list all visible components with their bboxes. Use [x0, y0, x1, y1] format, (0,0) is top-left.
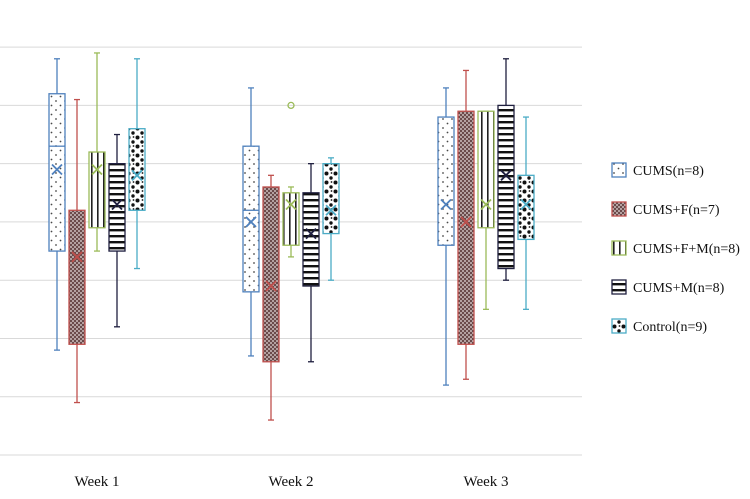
box-body — [128, 128, 146, 211]
legend-swatch — [611, 240, 627, 256]
mean-marker — [265, 280, 277, 292]
legend-swatch — [611, 279, 627, 295]
outlier-point — [287, 101, 295, 110]
box-dense-dots-dark-1 — [262, 174, 280, 421]
box-horizontal-lines-1 — [302, 163, 320, 363]
box-dots-sparse-1 — [242, 87, 260, 357]
mean-marker — [480, 198, 492, 211]
mean-marker — [500, 169, 512, 181]
mean-marker — [91, 163, 103, 176]
legend-label: CUMS+M(n=8) — [633, 281, 725, 296]
box-body — [242, 145, 260, 293]
box-body — [48, 93, 66, 252]
mean-marker — [131, 169, 143, 181]
box-body — [437, 116, 455, 246]
box-vertical-lines-2 — [477, 110, 495, 310]
box-body — [477, 110, 495, 229]
x-tick-label: Week 2 — [268, 474, 313, 490]
box-horizontal-lines-2 — [497, 58, 515, 281]
mean-marker — [71, 251, 83, 263]
legend-swatch — [611, 318, 627, 334]
legend-item: CUMS+F(n=7) — [611, 201, 720, 218]
x-tick-label: Week 3 — [463, 474, 508, 490]
legend-item: CUMS+M(n=8) — [611, 279, 725, 296]
mean-marker — [460, 216, 472, 228]
legend-label: Control(n=9) — [633, 320, 707, 335]
box-vertical-lines-1 — [282, 101, 300, 258]
mean-marker — [245, 216, 257, 228]
box-body — [68, 209, 86, 345]
mean-marker — [520, 198, 532, 211]
mean-marker — [285, 198, 297, 211]
mean-marker — [305, 227, 317, 240]
box-vertical-lines-0 — [88, 52, 106, 252]
legend-swatch — [611, 201, 627, 217]
box-blob-dots-1 — [322, 157, 340, 281]
box-body — [282, 192, 300, 246]
x-axis-labels: Week 1 Week 2 Week 3 — [74, 474, 508, 490]
box-blob-dots-2 — [517, 116, 535, 310]
x-tick-label: Week 1 — [74, 474, 119, 490]
legend: CUMS(n=8) CUMS+F(n=7) CUMS+F+M(n=8) CUMS+M(… — [611, 162, 740, 335]
box-series — [48, 52, 535, 421]
box-dots-sparse-0 — [48, 58, 66, 351]
box-body — [262, 186, 280, 363]
box-dense-dots-dark-0 — [68, 98, 86, 404]
box-body — [517, 174, 535, 241]
mean-marker — [111, 198, 123, 211]
box-body — [457, 110, 475, 345]
legend-label: CUMS+F+M(n=8) — [633, 242, 740, 257]
box-dots-sparse-2 — [437, 87, 455, 386]
legend-label: CUMS(n=8) — [633, 164, 704, 179]
box-dense-dots-dark-2 — [457, 69, 475, 380]
mean-marker — [325, 204, 337, 216]
box-body — [497, 104, 515, 270]
box-body — [88, 151, 106, 229]
legend-item: CUMS+F+M(n=8) — [611, 240, 740, 257]
box-horizontal-lines-0 — [108, 133, 126, 328]
box-body — [322, 163, 340, 235]
mean-marker — [440, 198, 452, 211]
legend-swatch — [611, 162, 627, 178]
legend-item: Control(n=9) — [611, 318, 707, 335]
legend-item: CUMS(n=8) — [611, 162, 704, 179]
box-blob-dots-0 — [128, 58, 146, 270]
legend-label: CUMS+F(n=7) — [633, 203, 720, 218]
box-body — [108, 163, 126, 252]
box-body — [302, 192, 320, 287]
mean-marker — [51, 163, 63, 176]
